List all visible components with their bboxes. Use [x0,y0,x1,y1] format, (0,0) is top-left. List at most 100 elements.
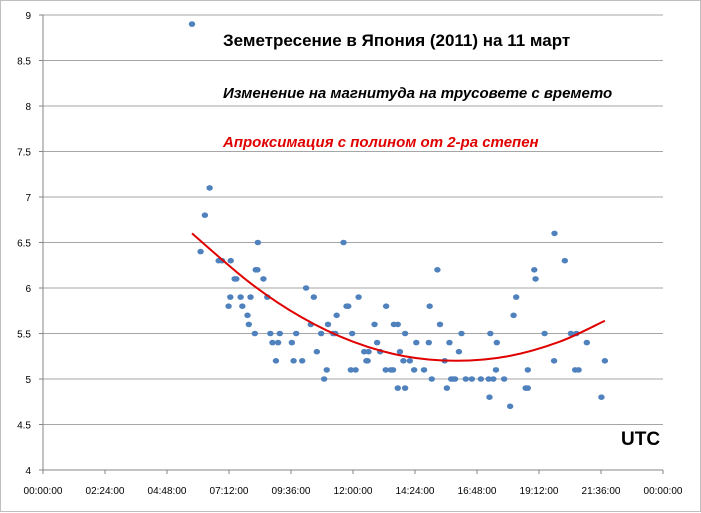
data-point [201,212,209,218]
data-point [387,367,395,373]
data-point [260,276,267,282]
data-point [487,330,494,337]
data-point [420,367,428,373]
data-point [269,339,276,346]
data-point [197,248,204,255]
data-point [288,339,296,346]
data-point [512,294,520,300]
data-point [485,376,492,382]
data-point [406,358,414,364]
data-point [333,312,340,319]
data-point [500,376,508,382]
data-point [583,339,590,346]
data-point [490,376,497,382]
data-point [567,330,575,337]
y-tick-label: 4.5 [17,421,31,432]
data-point [400,358,407,364]
data-point [396,348,404,355]
x-tick-label: 04:48:00 [148,486,187,497]
y-tick-label: 6 [25,284,31,295]
data-point [292,330,300,337]
data-point [233,276,240,282]
data-point [601,358,609,364]
tick-labels: 4 4.5 5 5.5 6 6.5 7 7.5 8 8.5 9 00:00:00 02:24:00 04:… [17,11,683,497]
data-point [352,367,359,373]
data-point [254,239,262,246]
y-tick-label: 9 [25,11,31,22]
data-point [245,321,253,328]
data-point [394,321,401,328]
data-point [531,267,538,273]
data-point [477,376,485,382]
data-point [506,403,514,410]
x-tick-label: 02:24:00 [86,486,125,497]
data-point [347,367,355,373]
data-point [313,348,321,355]
x-tick-label: 00:00:00 [24,486,63,497]
x-tick-label: 07:12:00 [210,486,249,497]
data-point [468,376,476,382]
data-point [443,385,451,391]
trendline [191,232,606,362]
data-point [524,367,532,373]
data-point [225,303,232,310]
data-point [598,394,605,401]
data-point [302,285,310,291]
data-point [324,321,332,328]
y-tick-label: 8 [25,102,31,113]
data-point [227,294,234,300]
data-point [492,367,500,373]
data-point [267,330,274,337]
data-point [323,367,330,373]
x-tick-label: 21:36:00 [582,486,621,497]
data-point [310,294,318,300]
axes [39,14,664,474]
data-point [382,303,390,310]
data-point [436,321,444,328]
data-point [317,330,325,337]
data-point [254,267,261,273]
data-point [510,312,517,319]
y-tick-label: 4 [25,466,31,477]
y-tick-label: 6.5 [17,239,31,250]
data-point [247,294,254,300]
data-point [451,376,459,382]
data-point [365,348,372,355]
x-tick-label: 12:00:00 [334,486,373,497]
data-point [575,367,582,373]
trendline-label: Апроксимация с полином от 2-ра степен [223,134,539,151]
data-point [345,303,352,310]
data-point [462,376,470,382]
data-point [364,358,371,364]
data-point [434,267,441,273]
data-point [188,21,196,27]
data-point [561,257,569,264]
data-point [274,339,282,346]
data-point [401,385,409,391]
data-point [458,330,465,337]
x-tick-label: 09:36:00 [272,486,311,497]
x-axis-label: UTC [621,429,661,450]
x-tick-label: 00:00:00 [644,486,683,497]
chart-title: Земетресение в Япония (2011) на 11 март [223,31,571,50]
chart-subtitle: Изменение на магнитуда на трусовете с вр… [223,85,613,102]
y-tick-label: 5 [25,375,31,386]
data-point [272,358,280,364]
data-point [550,358,558,364]
data-point [413,339,420,346]
data-point [290,358,297,364]
data-point [410,367,418,373]
data-point [401,330,409,337]
data-point [551,230,558,237]
data-point [276,330,284,337]
data-point [244,312,251,319]
x-tick-label: 16:48:00 [458,486,497,497]
data-point [340,239,347,246]
data-point [541,330,548,337]
data-point [239,303,246,310]
data-point [348,330,356,337]
data-point [320,376,328,382]
data-point [428,376,435,382]
data-point [493,339,501,346]
data-point [371,321,378,328]
